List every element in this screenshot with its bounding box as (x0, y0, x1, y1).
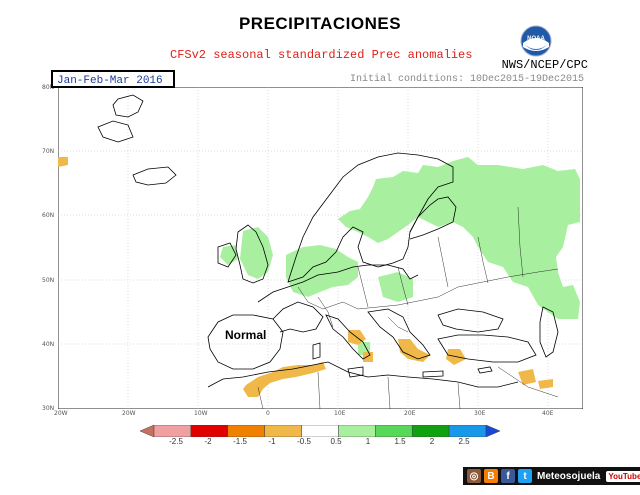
colorbar-end-high (485, 425, 500, 437)
noaa-logo: NOAA (520, 25, 552, 57)
colorbar-segment (227, 425, 265, 437)
colorbar-segment (375, 425, 413, 437)
agency-label: NWS/NCEP/CPC (501, 58, 588, 72)
twitter-icon[interactable]: t (518, 469, 532, 483)
colorbar-labels: -2.5 -2 -1.5 -1 -0.5 0.5 1 1.5 2 2.5 (0, 437, 640, 449)
lon-label: 40E (542, 410, 554, 417)
colorbar-segment (264, 425, 302, 437)
colorbar-end-low (140, 425, 155, 437)
colorbar-tick: -1.5 (233, 437, 247, 446)
colorbar-tick: 2.5 (458, 437, 470, 446)
lat-label: 60N (42, 212, 55, 219)
colorbar-segment (190, 425, 229, 437)
colorbar-segment (448, 425, 487, 437)
lon-label: 20W (122, 410, 136, 417)
colorbar-tick: 2 (429, 437, 435, 446)
colorbar-tick: 1.5 (394, 437, 406, 446)
lon-label: 10W (194, 410, 208, 417)
lat-label: 40N (42, 341, 55, 348)
lon-label: 20W (54, 410, 68, 417)
lat-label: 50N (42, 277, 55, 284)
initial-conditions: Initial conditions: 10Dec2015-19Dec2015 (349, 74, 584, 85)
colorbar-tick: -2.5 (169, 437, 183, 446)
forecast-period: Jan-Feb-Mar 2016 (51, 70, 175, 88)
page-title: PRECIPITACIONES (238, 14, 402, 33)
instagram-icon[interactable]: ◎ (467, 469, 481, 483)
lat-label: 30N (42, 405, 55, 412)
colorbar-segment (153, 425, 192, 437)
colorbar-tick: -1 (268, 437, 276, 446)
normal-annotation: Normal (225, 328, 267, 342)
map-subtitle: CFSv2 seasonal standardized Prec anomali… (170, 48, 473, 62)
facebook-icon[interactable]: f (501, 469, 515, 483)
colorbar-tick: 0.5 (330, 437, 342, 446)
colorbar-tick: 1 (365, 437, 371, 446)
colorbar-tick: -2 (204, 437, 212, 446)
youtube-icon[interactable]: YouTube (606, 470, 640, 482)
colorbar-tick: -0.5 (297, 437, 311, 446)
lat-label: 70N (42, 148, 55, 155)
lon-label: 30E (474, 410, 486, 417)
colorbar-segment (411, 425, 450, 437)
social-links-bar: ◎ B f t Meteosojuela YouTube (463, 467, 640, 485)
colorbar (140, 425, 500, 437)
dry-anomaly-areas (58, 157, 553, 397)
colorbar-segment (338, 425, 376, 437)
lon-label: 0 (266, 410, 270, 417)
europe-map (58, 87, 583, 409)
lon-label: 10E (334, 410, 346, 417)
svg-text:NOAA: NOAA (527, 36, 545, 42)
colorbar-segment (301, 425, 339, 437)
social-handle: Meteosojuela (537, 470, 601, 482)
blogger-icon[interactable]: B (484, 469, 498, 483)
lon-label: 20E (404, 410, 416, 417)
lat-label: 80N (42, 84, 55, 91)
